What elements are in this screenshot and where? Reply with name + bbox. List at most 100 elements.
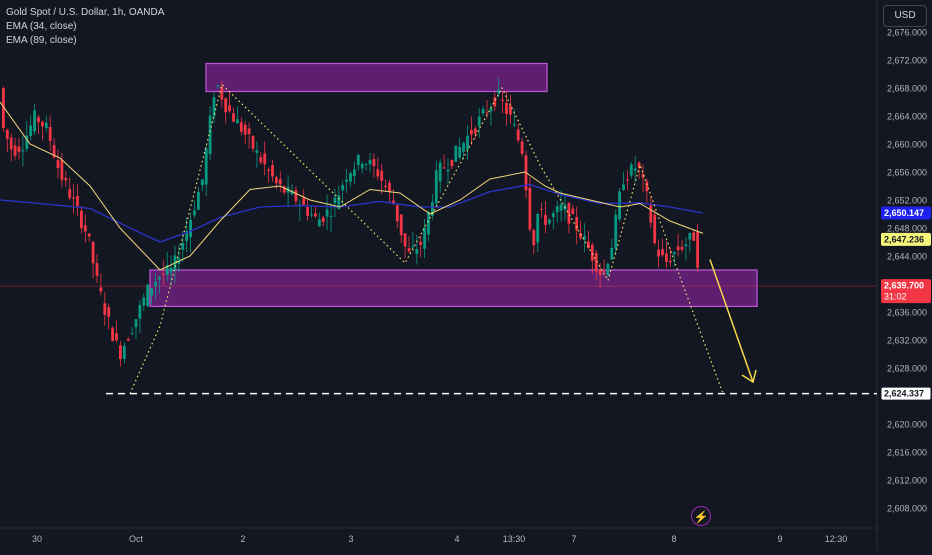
candle-body [590, 244, 594, 261]
candle-body [372, 158, 376, 166]
candle-body [567, 203, 571, 224]
candle-body [423, 227, 426, 249]
candle-body [56, 160, 60, 169]
candle-body [450, 159, 454, 167]
candle-body [431, 202, 434, 216]
candle-body [247, 128, 251, 134]
candle-body [212, 97, 216, 117]
x-tick-label: 3 [348, 534, 353, 544]
candle-body [5, 129, 9, 139]
candle-body [341, 185, 345, 191]
candle-body [290, 190, 294, 195]
candle-body [458, 146, 462, 158]
ema-89-line [0, 183, 704, 243]
symbol-title[interactable]: Gold Spot / U.S. Dollar, 1h, OANDA [6, 7, 165, 18]
y-tick-label: 2,652.000 [887, 196, 927, 206]
candle-body [368, 160, 372, 165]
candle-body [376, 169, 380, 177]
price-label-countdown: 31:02 [884, 292, 907, 302]
indicator-ema-89[interactable]: EMA (89, close) [6, 35, 77, 46]
y-tick-label: 2,668.000 [887, 84, 927, 94]
candle-body [481, 109, 485, 114]
y-tick-label: 2,672.000 [887, 56, 927, 66]
candle-body [80, 210, 83, 229]
price-label: 2,650.147 [884, 208, 924, 218]
price-label: 2,639.700 [884, 281, 924, 291]
candle-body [653, 214, 657, 244]
price-label: 2,647.236 [884, 234, 924, 244]
candle-body [306, 207, 309, 216]
candle-body [345, 179, 348, 182]
candle-body [661, 249, 664, 256]
zone-resistance[interactable] [205, 62, 548, 93]
candle-body [337, 195, 341, 209]
candle-body [544, 214, 547, 226]
currency-button[interactable]: USD [883, 5, 927, 27]
candle-body [575, 217, 579, 231]
candle-body [44, 122, 48, 129]
candle-body [9, 137, 13, 150]
candle-body [282, 186, 286, 193]
candle-body [130, 333, 134, 335]
candle-body [255, 150, 259, 153]
candle-body [185, 231, 189, 242]
candle-body [99, 287, 103, 292]
candle-body [360, 163, 364, 169]
y-tick-label: 2,628.000 [887, 364, 927, 374]
candle-body [395, 204, 399, 222]
candle-body [325, 209, 329, 217]
candle-body [224, 98, 228, 113]
candle-body [154, 281, 157, 287]
candle-body [680, 246, 684, 250]
candle-body [208, 115, 212, 155]
candle-body [633, 168, 637, 171]
candle-body [150, 288, 153, 296]
candle-body [505, 102, 508, 114]
candle-body [200, 179, 204, 186]
candle-body [37, 117, 40, 123]
candle-body [657, 249, 660, 257]
candle-body [33, 110, 36, 132]
candle-body [294, 190, 298, 202]
x-tick-label: 9 [777, 534, 782, 544]
candle-body [392, 200, 395, 205]
candle-body [228, 105, 231, 112]
candle-body [107, 307, 111, 317]
candle-body [668, 260, 672, 263]
candle-body [579, 233, 582, 239]
candle-body [271, 165, 274, 177]
candle-body [477, 116, 481, 127]
candle-body [610, 247, 614, 260]
candle-body [618, 191, 621, 220]
candle-body [251, 136, 255, 149]
candle-body [473, 128, 477, 134]
candle-body [403, 233, 407, 247]
candle-body [76, 195, 79, 207]
x-tick-label: Oct [129, 534, 144, 544]
candle-body [512, 124, 516, 126]
indicator-ema-34[interactable]: EMA (34, close) [6, 21, 77, 32]
price-label: 2,624.337 [884, 389, 924, 399]
candle-body [115, 333, 118, 341]
candle-body [68, 189, 72, 199]
x-tick-label: 2 [240, 534, 245, 544]
zone-support[interactable] [149, 269, 758, 308]
candle-body [629, 164, 633, 176]
candle-body [333, 197, 337, 204]
price-label-box [880, 386, 932, 401]
zigzag-pattern[interactable] [129, 83, 724, 394]
candle-body [158, 277, 161, 280]
candle-body [470, 130, 473, 135]
candle-body [314, 213, 317, 217]
candle-body [263, 153, 267, 165]
price-axis[interactable] [877, 0, 932, 550]
y-tick-label: 2,636.000 [887, 308, 927, 318]
candle-body [462, 142, 465, 152]
candle-body [126, 339, 130, 341]
lightning-icon[interactable]: ⚡ [691, 506, 711, 526]
candle-body [692, 232, 696, 241]
candle-body [197, 191, 200, 210]
projection-arrow[interactable] [709, 259, 754, 383]
